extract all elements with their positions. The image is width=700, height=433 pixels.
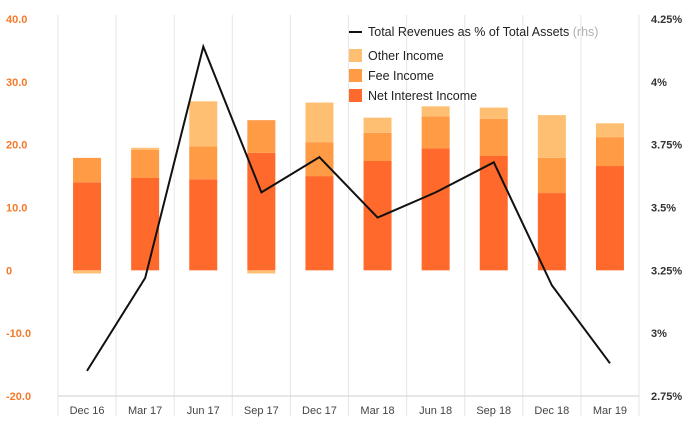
line-series bbox=[86, 43, 611, 372]
right-tick-label: 3.75% bbox=[651, 140, 682, 152]
bar-fee-income-mar-18 bbox=[363, 132, 392, 162]
legend-swatch-other-income bbox=[349, 49, 362, 62]
left-tick-label: 10.0 bbox=[6, 203, 27, 215]
x-tick-label: Jun 18 bbox=[419, 405, 452, 417]
grid-lines bbox=[57, 15, 640, 416]
legend: Total Revenues as % of Total Assets (rhs… bbox=[349, 25, 598, 103]
bar-net-interest-income-sep-18 bbox=[479, 155, 508, 271]
legend-rhs-note: (rhs) bbox=[573, 25, 599, 39]
bar-other-income-sep-18 bbox=[479, 107, 508, 119]
legend-label-other-income: Other Income bbox=[368, 49, 444, 63]
legend-label-net-interest-income: Net Interest Income bbox=[368, 89, 477, 103]
bar-fee-income-jun-17 bbox=[189, 146, 218, 180]
right-tick-label: 3.25% bbox=[651, 265, 682, 277]
axes: 40.0 30.0 20.0 10.0 0 -10.0 -20.0 4.25% 4% 3.75% 3… bbox=[6, 14, 682, 417]
bar-other-income-mar-18 bbox=[363, 117, 392, 133]
bar-net-interest-income-dec-18 bbox=[537, 193, 566, 271]
bar-net-interest-income-jun-18 bbox=[421, 148, 450, 271]
x-tick-label: Mar 18 bbox=[360, 405, 394, 417]
legend-swatch-net-interest-income bbox=[349, 89, 362, 102]
bar-fee-income-sep-18 bbox=[479, 118, 508, 156]
bar-net-interest-income-mar-18 bbox=[363, 161, 392, 271]
bar-fee-income-mar-17 bbox=[131, 149, 160, 178]
left-tick-label: 0 bbox=[6, 265, 12, 277]
bar-other-income-dec-17 bbox=[305, 102, 334, 143]
right-tick-label: 4.25% bbox=[651, 14, 682, 26]
bar-fee-income-mar-19 bbox=[595, 137, 624, 167]
legend-label-total-revenues: Total Revenues as % of Total Assets (rhs… bbox=[368, 25, 598, 39]
bar-net-interest-income-mar-17 bbox=[131, 177, 160, 271]
x-tick-label: Dec 17 bbox=[302, 405, 337, 417]
bar-fee-income-dec-16 bbox=[73, 157, 102, 183]
bar-net-interest-income-mar-19 bbox=[595, 166, 624, 271]
bar-fee-income-dec-17 bbox=[305, 142, 334, 177]
right-tick-label: 4% bbox=[651, 77, 667, 89]
legend-swatch-fee-income bbox=[349, 69, 362, 82]
right-tick-label: 2.75% bbox=[651, 391, 682, 403]
left-tick-label: -20.0 bbox=[6, 391, 31, 403]
bar-other-income-jun-17 bbox=[189, 101, 218, 147]
x-tick-label: Mar 19 bbox=[593, 405, 627, 417]
x-tick-label: Jun 17 bbox=[187, 405, 220, 417]
x-tick-label: Mar 17 bbox=[128, 405, 162, 417]
x-tick-label: Dec 16 bbox=[70, 405, 105, 417]
bar-other-income-jun-18 bbox=[421, 106, 450, 117]
bar-other-income-dec-16 bbox=[73, 270, 102, 274]
left-tick-label: 30.0 bbox=[6, 77, 27, 89]
legend-label-fee-income: Fee Income bbox=[368, 69, 434, 83]
x-tick-label: Sep 18 bbox=[476, 405, 511, 417]
bar-other-income-sep-17 bbox=[247, 270, 276, 274]
bar-fee-income-jun-18 bbox=[421, 116, 450, 149]
bar-net-interest-income-sep-17 bbox=[247, 152, 276, 271]
left-tick-label: 40.0 bbox=[6, 14, 27, 26]
bar-fee-income-dec-18 bbox=[537, 157, 566, 194]
x-tick-label: Dec 18 bbox=[534, 405, 569, 417]
left-tick-label: 20.0 bbox=[6, 140, 27, 152]
bar-other-income-mar-17 bbox=[131, 147, 160, 150]
bar-net-interest-income-jun-17 bbox=[189, 179, 218, 271]
right-tick-label: 3.5% bbox=[651, 203, 676, 215]
bar-series bbox=[73, 101, 624, 274]
right-tick-label: 3% bbox=[651, 328, 667, 340]
bar-fee-income-sep-17 bbox=[247, 120, 276, 153]
x-tick-label: Sep 17 bbox=[244, 405, 279, 417]
line-total-revenues-pct-assets bbox=[86, 43, 611, 372]
bar-other-income-dec-18 bbox=[537, 115, 566, 158]
legend-line-name: Total Revenues as % of Total Assets bbox=[368, 25, 573, 39]
bar-other-income-mar-19 bbox=[595, 123, 624, 138]
left-tick-label: -10.0 bbox=[6, 328, 31, 340]
bar-net-interest-income-dec-17 bbox=[305, 176, 334, 271]
bar-net-interest-income-dec-16 bbox=[73, 182, 102, 271]
